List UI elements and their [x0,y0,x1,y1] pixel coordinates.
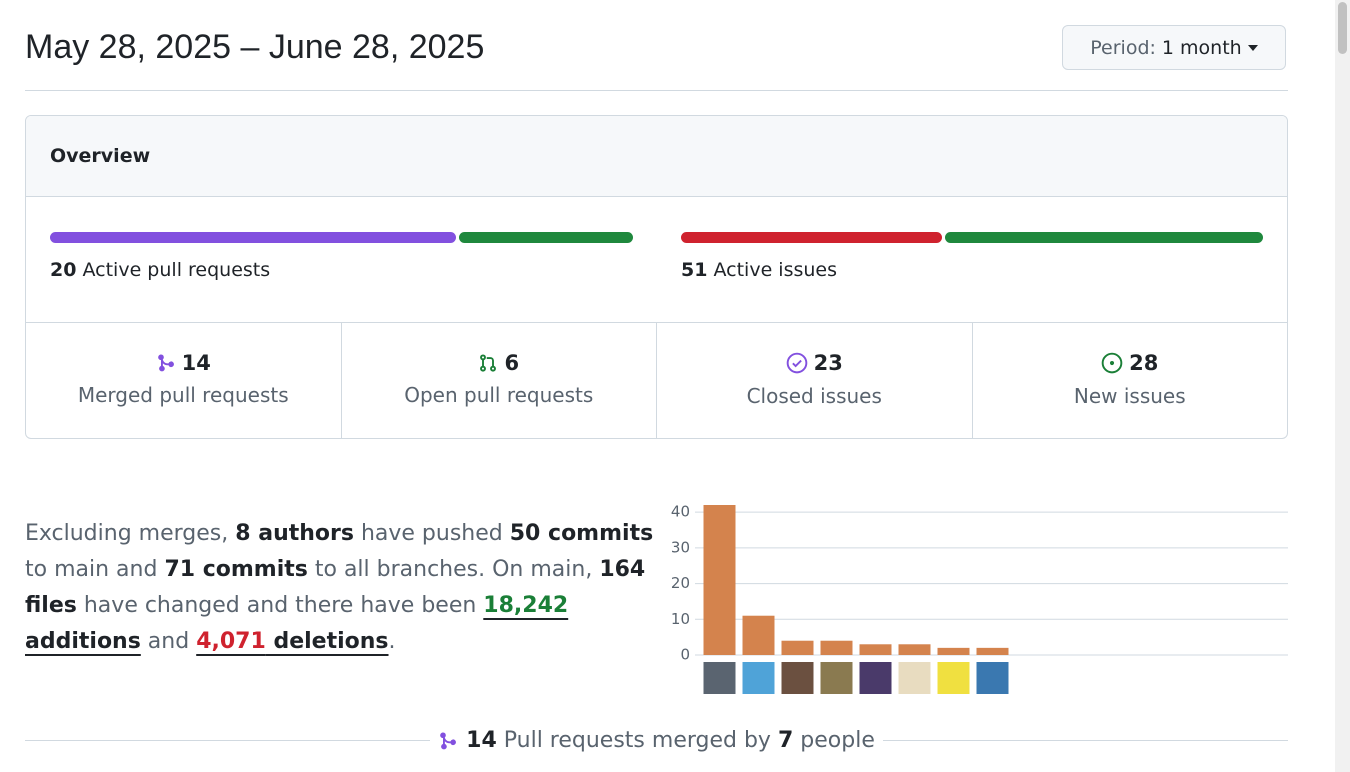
stat-label: Merged pull requests [77,383,289,407]
page-title: May 28, 2025 – June 28, 2025 [25,28,485,66]
y-tick-label: 10 [671,610,690,628]
merge-icon [440,731,457,749]
closed-segment [681,232,943,243]
stat-value: 28 [1129,351,1159,375]
issue-count: 51 [681,259,708,281]
text: Excluding merges, [25,521,236,546]
pr-bar [50,232,633,243]
text: have changed and there have been [76,593,484,618]
author-avatar[interactable] [859,662,892,694]
additions-label: additions [25,629,141,654]
y-tick-label: 0 [680,646,690,664]
pr-icon [480,354,497,372]
scrollbar[interactable] [1335,0,1350,772]
period-button[interactable]: Period: 1 month [1062,25,1286,70]
merged-text: Pull requests merged by [503,728,771,753]
open-segment [459,232,633,243]
merge-icon [157,354,174,372]
stat-cell[interactable]: 23 Closed issues [657,323,973,438]
text: have pushed [353,521,510,546]
scrollbar-thumb[interactable] [1338,2,1347,54]
stats-row: 14 Merged pull requests 6 Open pull requ… [26,322,1288,438]
bar [898,644,931,655]
new-segment [945,232,1263,243]
issue-icon [1101,352,1123,374]
bar [976,647,1009,655]
bar [703,505,736,655]
stat-cell[interactable]: 6 Open pull requests [342,323,657,438]
stat-value: 23 [813,351,843,375]
author-avatar[interactable] [742,662,775,694]
bar [937,647,970,655]
bar [742,615,775,655]
stat-label: New issues [1073,384,1186,408]
author-avatar[interactable] [703,662,736,694]
divider [25,90,1288,91]
author-avatar[interactable] [976,662,1009,694]
stat-value: 14 [181,351,211,375]
overview-title: Overview [26,116,1287,197]
rule [25,740,431,741]
period-value: 1 month [1161,36,1242,59]
pr-count: 20 [50,259,77,281]
commits-chart: 0 10 20 30 40 [671,503,1288,694]
caret [1247,44,1258,51]
deletions-link[interactable]: 4,071 deletions [196,629,388,654]
merged-summary: 14 Pull requests merged by 7 people [25,728,1288,753]
people-text: people [800,728,875,753]
period-label: Period: [1090,36,1156,59]
text: . [388,629,396,654]
overview-box: Overview 20 Active pull requests 51 Acti… [25,115,1288,439]
pr-summary: 20 Active pull requests [50,259,270,281]
strong: 164 files [25,557,646,618]
author-avatar[interactable] [820,662,853,694]
deletions-label: deletions [265,629,389,654]
strong: 71 commits [164,557,308,582]
stat-label: Closed issues [746,384,882,408]
issue-label: Active issues [713,259,838,281]
additions-count: 18,242 [483,593,569,618]
stat-value: 6 [504,351,520,375]
closed-icon [786,352,807,374]
text: to all branches. On main, [307,557,600,582]
additions-link[interactable]: 18,242 additions [25,593,568,654]
y-tick-label: 20 [671,574,690,592]
strong: 50 commits [509,521,654,546]
stat-cell[interactable]: 14 Merged pull requests [26,323,342,438]
author-avatar[interactable] [781,662,814,694]
author-avatar[interactable] [898,662,931,694]
y-tick-label: 40 [671,503,690,521]
bar [859,644,892,655]
issue-summary: 51 Active issues [681,259,837,281]
commit-summary: Excluding merges, 8 authors have pushed … [25,516,655,660]
bar [781,640,814,655]
author-avatar[interactable] [937,662,970,694]
stat-cell[interactable]: 28 New issues [973,323,1288,438]
people-count: 7 [777,728,794,753]
stat-label: Open pull requests [404,383,594,407]
bar [820,640,853,655]
text: to main and [25,557,165,582]
rule [882,740,1288,741]
issue-bar [681,232,1263,243]
merged-count: 14 [466,728,497,753]
strong: 8 authors [235,521,354,546]
pr-label: Active pull requests [82,259,271,281]
text: and [140,629,197,654]
deletions-count: 4,071 [196,629,266,654]
merged-segment [50,232,456,243]
y-tick-label: 30 [671,538,690,556]
